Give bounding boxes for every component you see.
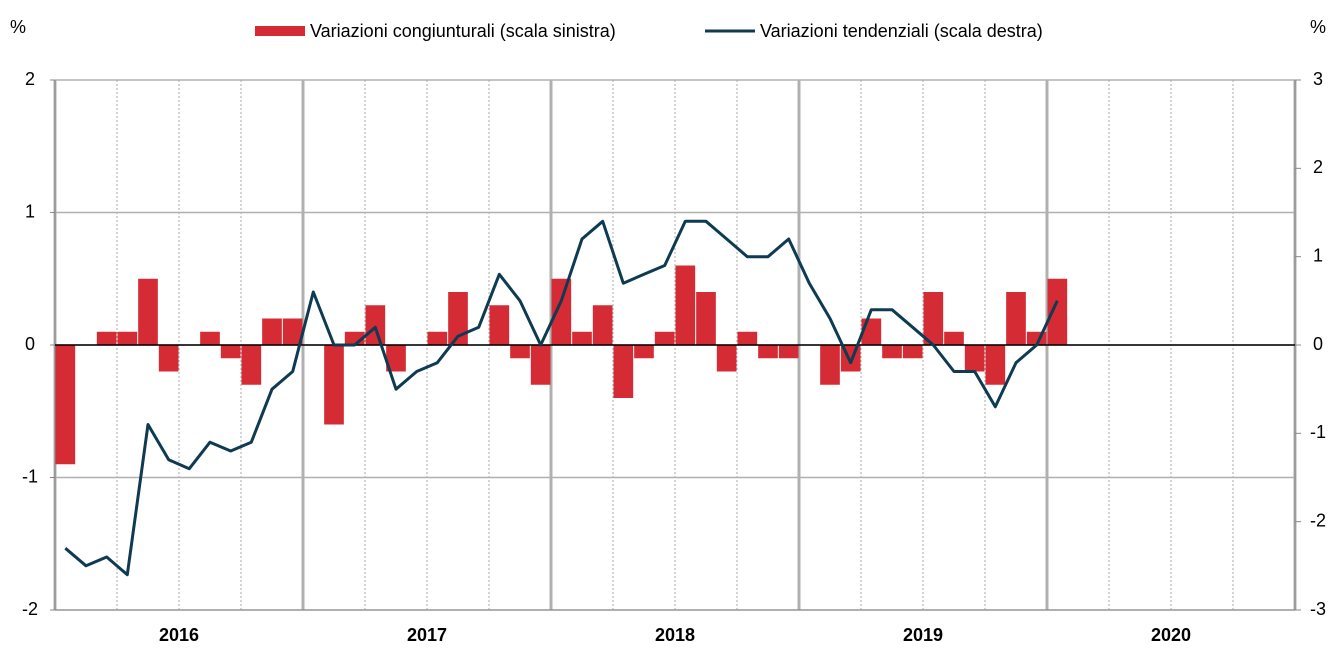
bar: [778, 345, 799, 359]
bar: [386, 345, 406, 372]
bar: [427, 331, 448, 345]
x-tick-label: 2016: [159, 625, 199, 645]
y2-tick-label: 3: [1313, 69, 1323, 89]
bar: [820, 345, 840, 385]
bar: [675, 265, 696, 345]
x-tick-label: 2018: [655, 625, 695, 645]
bar: [1047, 278, 1068, 345]
bar: [634, 345, 654, 359]
bar: [530, 345, 551, 385]
y-tick-label: -1: [22, 466, 38, 486]
bar: [654, 331, 675, 345]
bar: [117, 331, 138, 345]
x-tick-label: 2020: [1151, 625, 1191, 645]
bar: [551, 278, 572, 345]
y2-tick-label: 0: [1313, 334, 1323, 354]
bar: [262, 318, 282, 345]
bar: [510, 345, 530, 359]
bar: [282, 318, 303, 345]
bar: [96, 331, 117, 345]
legend-label: Variazioni tendenziali (scala destra): [760, 21, 1043, 41]
bar: [882, 345, 902, 359]
y2-tick-label: -1: [1310, 422, 1326, 442]
y-tick-label: 2: [25, 69, 35, 89]
y2-axis-unit: %: [1310, 17, 1326, 37]
bar: [200, 331, 220, 345]
x-tick-label: 2017: [407, 625, 447, 645]
bar: [964, 345, 985, 372]
bar: [365, 305, 386, 345]
bar: [716, 345, 737, 372]
bar: [572, 331, 592, 345]
bar: [923, 292, 944, 345]
bar: [861, 318, 882, 345]
legend-label: Variazioni congiunturali (scala sinistra…: [310, 21, 616, 41]
bar: [241, 345, 262, 385]
y-axis-unit: %: [10, 17, 26, 37]
y-tick-label: -2: [22, 599, 38, 619]
bar: [985, 345, 1006, 385]
bar: [737, 331, 758, 345]
bar: [1006, 292, 1026, 345]
bar: [138, 278, 158, 345]
line: [64, 219, 1059, 577]
y-tick-label: 0: [25, 334, 35, 354]
y2-tick-label: 1: [1313, 245, 1323, 265]
bar: [902, 345, 923, 359]
x-tick-label: 2019: [903, 625, 943, 645]
y2-tick-label: 2: [1313, 157, 1323, 177]
bar: [220, 345, 241, 359]
bar: [944, 331, 964, 345]
bar: [55, 345, 76, 465]
bar: [592, 305, 613, 345]
y2-tick-label: -2: [1310, 510, 1326, 530]
bar: [324, 345, 344, 425]
bar: [758, 345, 778, 359]
legend-swatch: [255, 26, 305, 36]
bar: [489, 305, 510, 345]
bar: [613, 345, 634, 398]
bar: [158, 345, 179, 372]
bar: [448, 292, 468, 345]
y-tick-label: 1: [25, 201, 35, 221]
y2-tick-label: -3: [1310, 599, 1326, 619]
bar: [696, 292, 716, 345]
